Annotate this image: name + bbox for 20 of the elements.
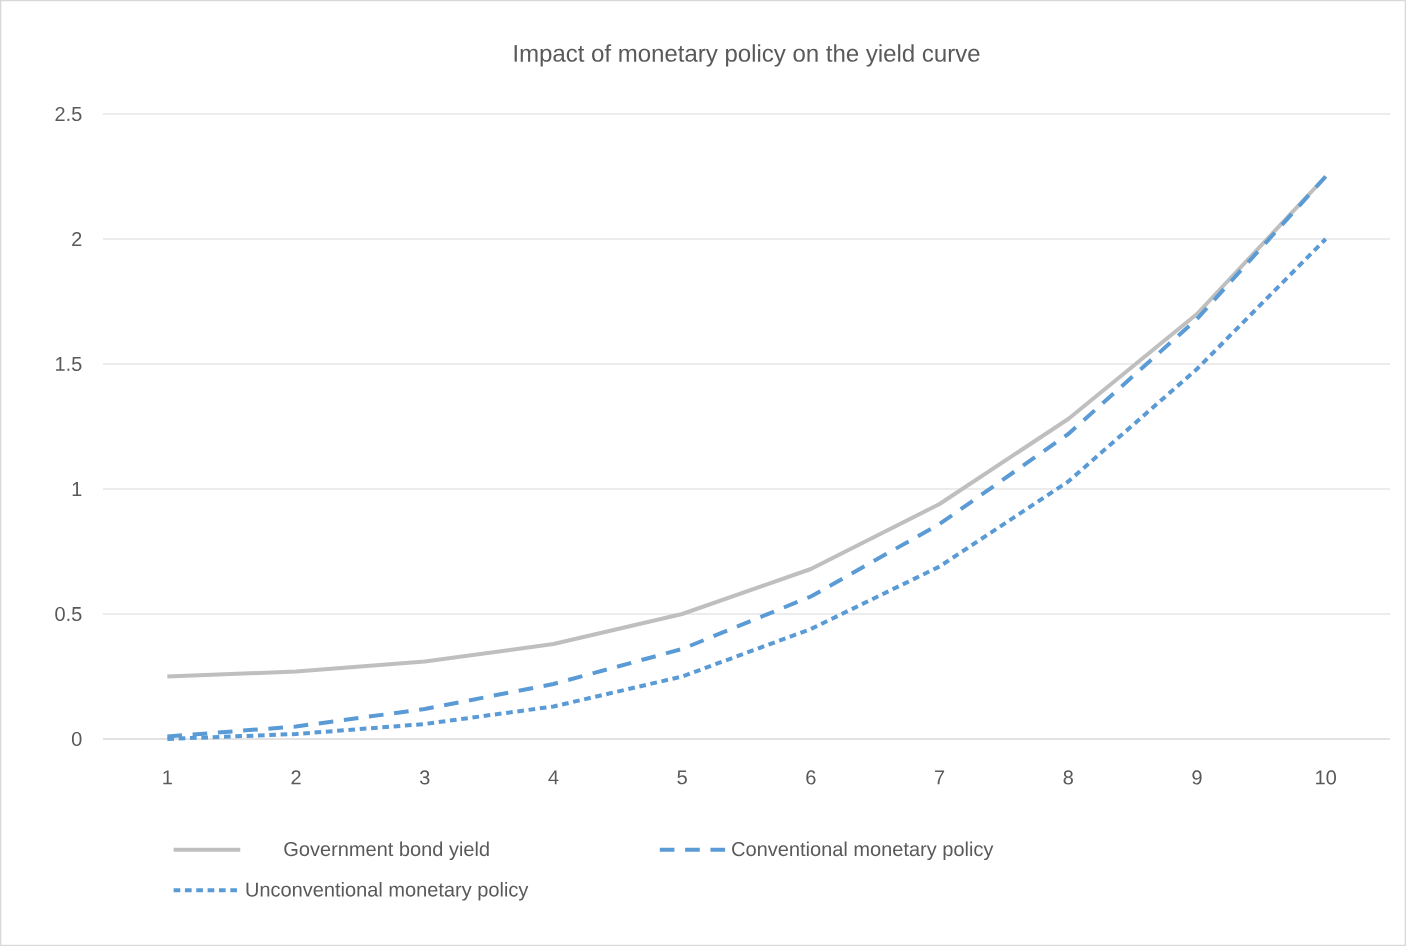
y-tick-label: 0 xyxy=(71,731,82,747)
legend-label: Conventional monetary policy xyxy=(732,841,994,861)
y-tick-label: 1.5 xyxy=(56,357,82,371)
y-tick-label: 2.5 xyxy=(55,106,82,122)
y-tick-label: 2 xyxy=(72,232,82,246)
x-tick-label: 7 xyxy=(935,770,945,785)
legend-label: Unconventional monetary policy xyxy=(246,881,529,901)
x-tick-label: 10 xyxy=(1316,770,1336,785)
y-tick-label: 1 xyxy=(72,482,82,496)
x-tick-label: 1 xyxy=(163,770,172,785)
x-tick-label: 6 xyxy=(806,770,816,785)
x-tick-label: 9 xyxy=(1192,770,1202,785)
x-tick-label: 2 xyxy=(291,770,301,785)
y-tick-label: 0.5 xyxy=(55,606,82,622)
chart-title: Impact of monetary policy on the yield curve xyxy=(514,44,980,67)
x-tick-label: 4 xyxy=(548,770,559,785)
x-tick-label: 5 xyxy=(677,770,687,785)
x-tick-label: 8 xyxy=(1063,770,1073,785)
legend-label: Government bond yield xyxy=(284,841,489,861)
x-tick-label: 3 xyxy=(419,770,430,785)
